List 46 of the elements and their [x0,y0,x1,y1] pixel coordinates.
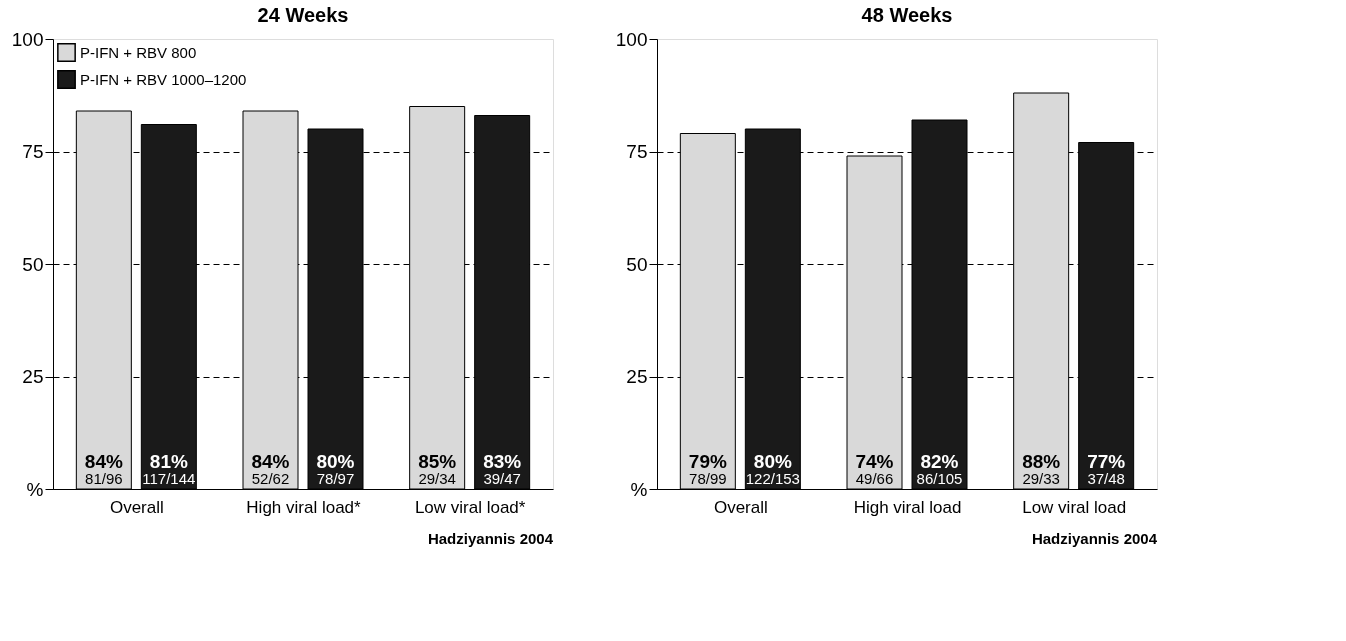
y-tick-label: 100 [11,28,44,50]
annotation: 49/66 [855,470,894,487]
data-label: 79% [688,451,727,472]
annotation: 37/48 [1087,470,1125,487]
data-label: 80% [753,451,792,472]
annotation: 39/47 [483,470,521,487]
data-label: 83% [483,451,522,472]
y-tick-label: 25 [22,366,44,387]
data-label: 77% [1087,451,1126,472]
y-tick-label: 75 [22,141,44,162]
data-label: 74% [855,451,894,472]
y-tick-label: % [630,478,648,500]
annotation: 81/96 [85,470,123,487]
data-label: 82% [920,451,959,472]
data-label: 85% [418,451,457,472]
data-label: 88% [1022,451,1061,472]
legend-label: P-IFN + RBV 800 [80,43,197,61]
text: Hadziyannis 2004 [427,530,554,547]
x-tick-label: High viral load [853,497,962,517]
x-tick-label: High viral load* [246,497,362,517]
annotation: 29/33 [1022,470,1060,487]
annotation: 78/97 [316,470,355,487]
chart-title: 24 Weeks [257,4,349,26]
y-tick-label: 100 [615,28,648,50]
y-tick-label: 50 [22,253,44,275]
annotation: 52/62 [251,470,290,487]
data-label: 84% [84,451,123,472]
annotation: 29/34 [418,470,456,487]
annotation: 122/153 [745,470,800,487]
data-label: 81% [149,451,188,472]
data-label: 84% [251,451,290,472]
x-tick-label: Low viral load* [414,497,526,517]
x-tick-label: Overall [713,497,768,517]
annotation: 86/105 [916,470,963,487]
chart-title: 48 Weeks [861,4,953,26]
x-tick-label: Overall [109,497,164,517]
y-tick-label: 75 [626,141,648,162]
annotation: 117/144 [142,470,196,487]
y-tick-label: % [26,478,44,500]
text: Hadziyannis 2004 [1031,530,1158,547]
y-tick-label: 50 [626,253,648,275]
x-tick-label: Low viral load [1022,497,1127,517]
annotation: 78/99 [689,470,727,487]
data-label: 80% [316,451,355,472]
y-tick-label: 25 [626,366,648,387]
legend-label: P-IFN + RBV 1000–1200 [80,70,247,88]
